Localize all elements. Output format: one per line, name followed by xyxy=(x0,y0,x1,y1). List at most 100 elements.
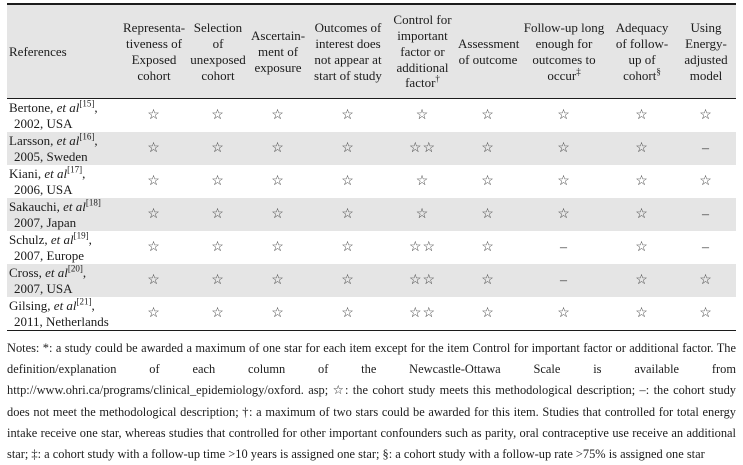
reference-year-country: 2007, USA xyxy=(14,280,73,296)
header-label: Representa-tiveness of Exposed cohort xyxy=(123,19,186,83)
score-cell: ☆ xyxy=(481,273,495,289)
score-cell: ☆ xyxy=(699,306,713,322)
reference-cell: Bertone, et al[15], 2002, USA xyxy=(7,99,121,133)
header-label: Selection of unexposed cohort xyxy=(190,19,246,83)
score-cell: ☆ xyxy=(635,273,649,289)
citation-number: [20] xyxy=(67,263,83,274)
table-header-row: References Representa-tiveness of Expose… xyxy=(7,4,736,99)
score-cell: ☆ xyxy=(341,306,355,322)
score-cell: ☆ xyxy=(481,306,495,322)
score-cell: ☆ xyxy=(557,306,571,322)
citation-number: [21] xyxy=(76,296,92,307)
column-header-followup-length: Follow-up long enough for outcomes to oc… xyxy=(520,4,608,99)
score-cell: ☆ xyxy=(635,240,649,256)
score-cell: ☆ xyxy=(341,141,355,157)
score-cell: – xyxy=(560,239,568,255)
score-cell: ☆☆ xyxy=(408,273,437,289)
score-cell: ☆☆ xyxy=(408,141,437,157)
score-cell: ☆ xyxy=(211,240,225,256)
header-label: Outcomes of interest does not appear at … xyxy=(314,19,382,83)
score-cell: ☆ xyxy=(415,174,430,190)
reference-citation: Gilsing, et al[21], xyxy=(9,296,95,313)
reference-year-country: 2005, Sweden xyxy=(14,148,88,164)
reference-cell: Cross, et al[20], 2007, USA xyxy=(7,264,121,297)
score-cell: ☆ xyxy=(481,108,495,124)
header-label: Using Energy-adjusted model xyxy=(684,19,728,83)
newcastle-ottawa-table: References Representa-tiveness of Expose… xyxy=(7,3,736,331)
reference-year-country: 2011, Netherlands xyxy=(14,313,109,329)
score-cell: ☆ xyxy=(147,174,161,190)
citation-number: [15] xyxy=(79,98,95,109)
score-cell: ☆ xyxy=(415,207,430,223)
score-cell: ☆ xyxy=(271,240,285,256)
score-cell: ☆ xyxy=(271,174,285,190)
score-cell: ☆ xyxy=(341,207,355,223)
score-cell: ☆ xyxy=(211,108,225,124)
score-cell: ☆ xyxy=(341,273,355,289)
column-header-selection: Selection of unexposed cohort xyxy=(187,4,249,99)
column-header-control-factor: Control for important factor or addition… xyxy=(389,4,456,99)
citation-number: [16] xyxy=(79,131,95,142)
score-cell: ☆ xyxy=(699,174,713,190)
score-cell: ☆ xyxy=(699,273,713,289)
score-cell: – xyxy=(560,272,568,288)
header-footnote-mark: ‡ xyxy=(576,66,581,77)
reference-cell: Schulz, et al[19], 2007, Europe xyxy=(7,231,121,264)
reference-citation: Kiani, et al[17], xyxy=(9,164,86,181)
reference-citation: Cross, et al[20], xyxy=(9,263,87,280)
reference-year-country: 2002, USA xyxy=(14,115,73,131)
reference-year-country: 2007, Europe xyxy=(14,247,85,263)
citation-number: [19] xyxy=(73,230,89,241)
score-cell: ☆ xyxy=(557,108,571,124)
score-cell: ☆ xyxy=(341,174,355,190)
reference-cell: Sakauchi, et al[18] 2007, Japan xyxy=(7,198,121,231)
column-header-outcomes-not-present: Outcomes of interest does not appear at … xyxy=(307,4,389,99)
score-cell: ☆ xyxy=(415,108,430,124)
header-footnote-mark: † xyxy=(435,74,440,85)
header-label: References xyxy=(9,43,67,59)
score-cell: ☆ xyxy=(271,273,285,289)
score-cell: ☆ xyxy=(147,108,161,124)
score-cell: ☆ xyxy=(481,207,495,223)
column-header-adequacy: Adequacy of follow-up of cohort§ xyxy=(608,4,676,99)
score-cell: – xyxy=(702,206,710,222)
column-header-representativeness: Representa-tiveness of Exposed cohort xyxy=(121,4,187,99)
score-cell: – xyxy=(702,239,710,255)
citation-number: [17] xyxy=(67,164,83,175)
table-row: Kiani, et al[17], 2006, USA ☆ ☆ ☆ ☆ ☆ ☆ … xyxy=(7,165,736,198)
etal-italic: et al xyxy=(44,165,68,181)
table-row: Schulz, et al[19], 2007, Europe ☆ ☆ ☆ ☆ … xyxy=(7,231,736,264)
score-cell: ☆ xyxy=(147,306,161,322)
reference-citation: Larsson, et al[16], xyxy=(9,131,98,148)
score-cell: ☆ xyxy=(147,240,161,256)
reference-year-country: 2006, USA xyxy=(14,181,73,197)
score-cell: ☆ xyxy=(271,108,285,124)
table-row: Bertone, et al[15], 2002, USA ☆ ☆ ☆ ☆ ☆ … xyxy=(7,99,736,133)
score-cell: ☆ xyxy=(635,141,649,157)
score-cell: ☆☆ xyxy=(408,306,437,322)
header-footnote-mark: § xyxy=(656,66,661,77)
table-row: Cross, et al[20], 2007, USA ☆ ☆ ☆ ☆ ☆☆ ☆… xyxy=(7,264,736,298)
score-cell: ☆ xyxy=(481,174,495,190)
score-cell: ☆ xyxy=(211,306,225,322)
score-cell: ☆ xyxy=(147,141,161,157)
score-cell: ☆☆ xyxy=(408,240,437,256)
score-cell: ☆ xyxy=(699,108,713,124)
score-cell: ☆ xyxy=(211,174,225,190)
column-header-energy-adjusted: Using Energy-adjusted model xyxy=(676,4,736,99)
reference-cell: Kiani, et al[17], 2006, USA xyxy=(7,165,121,198)
score-cell: ☆ xyxy=(341,240,355,256)
score-cell: ☆ xyxy=(271,141,285,157)
score-cell: ☆ xyxy=(635,306,649,322)
score-cell: ☆ xyxy=(271,306,285,322)
score-cell: ☆ xyxy=(481,240,495,256)
reference-citation: Sakauchi, et al[18] xyxy=(9,197,101,214)
score-cell: ☆ xyxy=(147,273,161,289)
score-cell: ☆ xyxy=(557,141,571,157)
header-label: Control for important factor or addition… xyxy=(393,12,452,91)
etal-italic: et al xyxy=(53,297,77,313)
column-header-ascertainment: Ascertain-ment of exposure xyxy=(249,4,307,99)
column-header-assessment: Assessment of outcome xyxy=(456,4,520,99)
etal-italic: et al xyxy=(50,231,74,247)
